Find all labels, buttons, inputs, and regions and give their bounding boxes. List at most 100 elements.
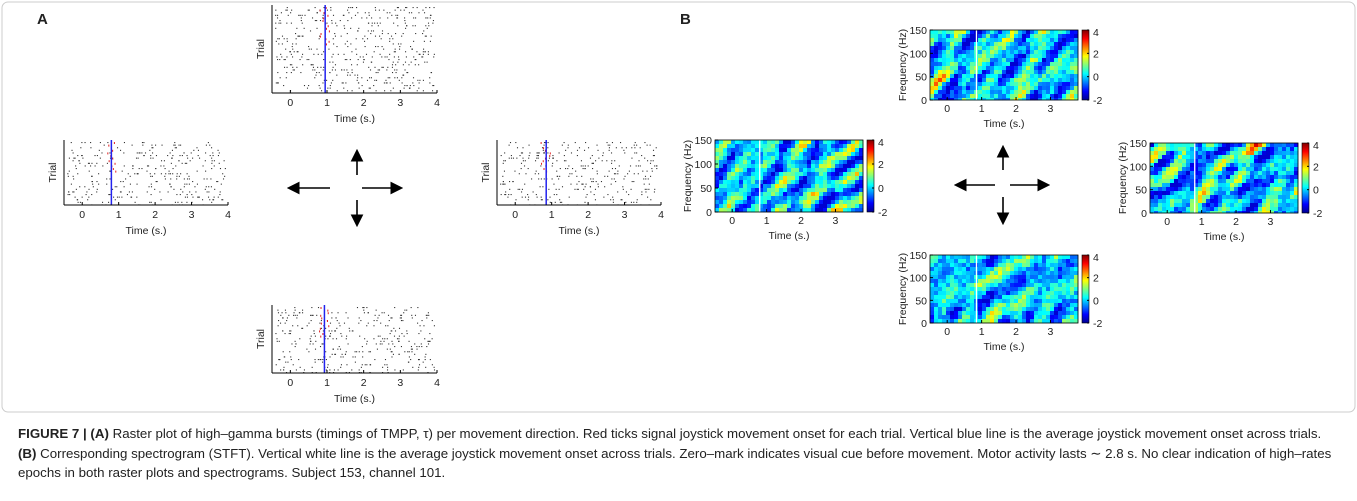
spectrogram-cell xyxy=(950,58,954,62)
spike xyxy=(341,336,342,337)
spectrogram-cell xyxy=(1042,34,1046,38)
spike xyxy=(330,10,331,11)
spectrogram-cell xyxy=(799,196,803,200)
spike xyxy=(568,176,569,177)
spectrogram-cell xyxy=(1282,159,1286,163)
spike xyxy=(569,173,570,174)
spectrogram-cell xyxy=(1066,46,1070,50)
spectrogram-cell xyxy=(1250,175,1254,179)
spike xyxy=(338,369,339,370)
spectrogram-cell xyxy=(1034,255,1038,259)
spike xyxy=(559,189,560,190)
spectrogram-cell xyxy=(1062,303,1066,307)
spectrogram-cell xyxy=(962,38,966,42)
spike xyxy=(291,64,292,65)
spectrogram-cell xyxy=(998,311,1002,315)
spectrogram-cell xyxy=(1034,78,1038,82)
spectrogram-cell xyxy=(855,196,859,200)
spike xyxy=(537,155,538,156)
spectrogram-cell xyxy=(1158,155,1162,159)
spectrogram-cell xyxy=(1290,155,1294,159)
spectrogram-cell xyxy=(942,287,946,291)
spectrogram-cell xyxy=(1226,191,1230,195)
spectrogram-cell xyxy=(1286,203,1290,207)
spectrogram-cell xyxy=(1038,74,1042,78)
spectrogram-cell xyxy=(1182,175,1186,179)
spike xyxy=(123,152,124,153)
spike xyxy=(383,49,384,50)
spectrogram-cell xyxy=(1206,191,1210,195)
spectrogram-cell xyxy=(1014,70,1018,74)
spike xyxy=(182,155,183,156)
spectrogram-cell xyxy=(1038,283,1042,287)
spectrogram-cell xyxy=(1154,195,1158,199)
spectrogram-cell xyxy=(1230,187,1234,191)
spectrogram-cell xyxy=(930,74,934,78)
spike xyxy=(293,364,294,365)
spectrogram-cell xyxy=(1046,259,1050,263)
spike xyxy=(406,25,407,26)
spectrogram-cell xyxy=(962,263,966,267)
spectrogram-cell xyxy=(934,315,938,319)
spike xyxy=(528,197,529,198)
spectrogram-cell xyxy=(994,303,998,307)
spectrogram-cell xyxy=(771,148,775,152)
spike xyxy=(420,325,421,326)
spectrogram-cell xyxy=(1278,167,1282,171)
spectrogram-cell xyxy=(978,307,982,311)
spike xyxy=(336,328,337,329)
spectrogram-cell xyxy=(839,172,843,176)
spectrogram-cell xyxy=(783,188,787,192)
spectrogram-cell xyxy=(1274,143,1278,147)
spike xyxy=(352,356,353,357)
spectrogram-cell xyxy=(1042,46,1046,50)
spectrogram-cell xyxy=(1022,291,1026,295)
spectrogram-cell xyxy=(1178,167,1182,171)
spectrogram-cell xyxy=(751,152,755,156)
spectrogram-cell xyxy=(1254,155,1258,159)
spectrogram-cell xyxy=(934,311,938,315)
spectrogram-cell xyxy=(779,176,783,180)
spike xyxy=(384,82,385,83)
spectrogram-cell xyxy=(1254,159,1258,163)
spectrogram-cell xyxy=(1062,259,1066,263)
spike xyxy=(299,338,300,339)
spike xyxy=(148,165,149,166)
spectrogram-cell xyxy=(1014,86,1018,90)
spike xyxy=(609,147,610,148)
spectrogram-cell xyxy=(823,192,827,196)
spike xyxy=(302,310,303,311)
spike xyxy=(424,41,425,42)
spike xyxy=(603,197,604,198)
spectrogram-cell xyxy=(1238,187,1242,191)
spectrogram-cell xyxy=(1054,295,1058,299)
spectrogram-cell xyxy=(743,204,747,208)
spike xyxy=(211,202,212,203)
spike xyxy=(645,176,646,177)
spectrogram-cell xyxy=(1174,195,1178,199)
spectrogram-cell xyxy=(1270,163,1274,167)
spike xyxy=(219,152,220,153)
spike xyxy=(206,178,207,179)
spike xyxy=(302,36,303,37)
spectrogram-cell xyxy=(1042,38,1046,42)
spectrogram-cell xyxy=(1174,179,1178,183)
spike xyxy=(413,17,414,18)
spike xyxy=(91,194,92,195)
spectrogram-cell xyxy=(1062,30,1066,34)
spike xyxy=(184,178,185,179)
raster-plot: 01234Time (s.)Trial xyxy=(480,140,664,237)
spike xyxy=(411,12,412,13)
spectrogram-cell xyxy=(1262,207,1266,211)
spike xyxy=(369,15,370,16)
spike xyxy=(149,150,150,151)
spectrogram-cell xyxy=(747,160,751,164)
spectrogram-cell xyxy=(1018,267,1022,271)
spectrogram-cell xyxy=(962,86,966,90)
spectrogram-cell xyxy=(1262,175,1266,179)
spectrogram-cell xyxy=(1254,187,1258,191)
spectrogram-cell xyxy=(1214,199,1218,203)
spectrogram-cell xyxy=(1050,263,1054,267)
spectrogram-cell xyxy=(958,263,962,267)
spike xyxy=(653,160,654,161)
